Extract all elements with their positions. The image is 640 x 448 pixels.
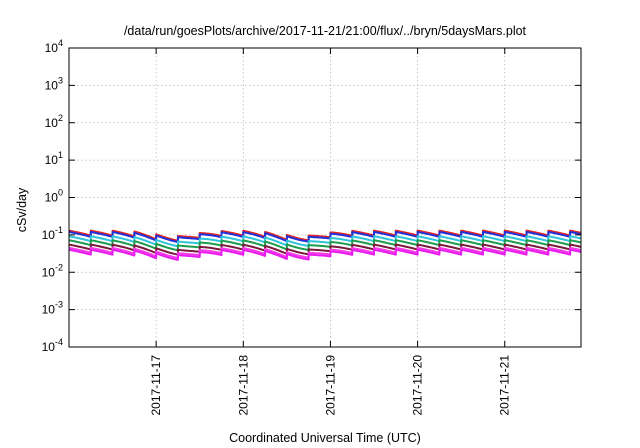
y-tick-exponent: 1 (58, 150, 63, 160)
y-tick-label: 10-3 (42, 300, 63, 317)
y-tick-base: 10 (45, 191, 59, 205)
y-tick-label: 101 (45, 150, 63, 167)
y-tick-label: 102 (45, 113, 63, 130)
y-tick-exponent: 4 (58, 38, 63, 48)
y-tick-label: 10-4 (42, 337, 63, 354)
series-lines (68, 229, 582, 261)
y-tick-exponent: 0 (58, 188, 63, 198)
x-axis-label: Coordinated Universal Time (UTC) (229, 431, 421, 445)
y-tick-exponent: 2 (58, 113, 63, 123)
y-axis-label: cSv/day (15, 187, 29, 232)
y-tick-exponent: -1 (55, 225, 63, 235)
y-tick-base: 10 (42, 228, 56, 242)
series-line (68, 248, 582, 261)
y-tick-exponent: -4 (55, 337, 63, 347)
x-tick-label: 2017-11-19 (323, 355, 337, 416)
x-tick-label: 2017-11-17 (149, 355, 163, 416)
y-tick-label: 10-2 (42, 262, 63, 279)
y-tick-base: 10 (45, 153, 59, 167)
y-tick-base: 10 (45, 41, 59, 55)
y-tick-base: 10 (42, 340, 56, 354)
y-tick-exponent: -3 (55, 300, 63, 310)
x-tick-label: 2017-11-18 (236, 355, 250, 416)
chart-title: /data/run/goesPlots/archive/2017-11-21/2… (124, 24, 527, 38)
x-tick-label: 2017-11-21 (498, 355, 512, 416)
axis-ticks: 10410310210110010-110-210-310-42017-11-1… (42, 38, 581, 416)
y-tick-label: 10-1 (42, 225, 63, 242)
y-tick-base: 10 (45, 78, 59, 92)
y-tick-exponent: 3 (58, 75, 63, 85)
y-tick-exponent: -2 (55, 262, 63, 272)
y-tick-base: 10 (42, 303, 56, 317)
x-tick-label: 2017-11-20 (411, 355, 425, 416)
y-tick-label: 103 (45, 75, 63, 92)
y-tick-base: 10 (45, 116, 59, 130)
grid-lines (69, 48, 581, 347)
y-tick-base: 10 (42, 265, 56, 279)
y-tick-label: 104 (45, 38, 63, 55)
y-tick-label: 100 (45, 188, 63, 205)
